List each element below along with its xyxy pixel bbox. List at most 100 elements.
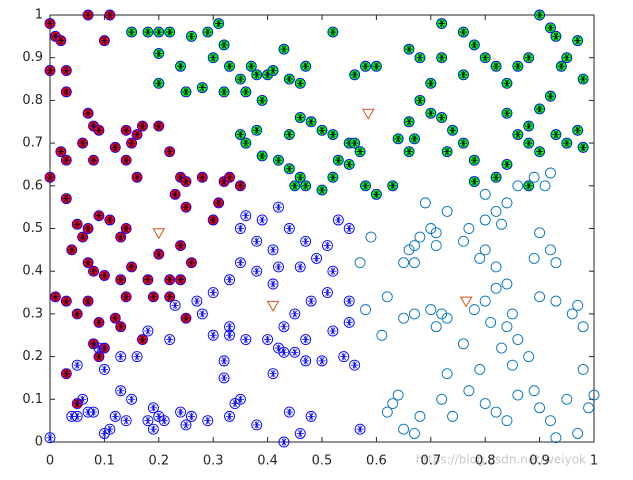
point	[294, 261, 306, 273]
point	[327, 171, 339, 183]
point	[234, 129, 246, 141]
x-tick-label: 0.3	[203, 454, 224, 469]
watermark: https://blog.csdn.net/weiyok	[416, 453, 586, 467]
marker	[267, 244, 279, 256]
marker	[191, 295, 203, 307]
marker	[278, 346, 290, 358]
point	[392, 389, 404, 401]
point	[474, 252, 486, 264]
marker	[327, 265, 339, 277]
marker	[256, 214, 268, 226]
marker	[251, 419, 263, 431]
point	[343, 316, 355, 328]
point	[71, 359, 83, 371]
point	[283, 129, 295, 141]
point	[60, 368, 72, 380]
axes-box	[49, 14, 595, 443]
point	[234, 223, 246, 234]
point	[550, 432, 562, 444]
point	[153, 26, 165, 38]
marker	[479, 398, 491, 410]
marker	[409, 308, 420, 320]
point	[180, 201, 192, 213]
point	[479, 295, 491, 307]
point	[202, 26, 214, 38]
marker	[501, 278, 513, 290]
marker	[147, 423, 159, 435]
point	[164, 146, 176, 158]
point	[354, 146, 366, 158]
marker	[414, 231, 426, 243]
point	[441, 146, 453, 158]
point	[234, 180, 246, 192]
point	[137, 120, 148, 132]
point	[256, 150, 268, 162]
point	[459, 296, 473, 308]
point	[403, 146, 415, 158]
point	[185, 257, 197, 269]
point	[152, 228, 166, 240]
point	[60, 154, 72, 166]
point	[60, 193, 72, 205]
point	[234, 393, 246, 405]
point	[490, 406, 502, 418]
marker	[501, 321, 513, 333]
point	[370, 60, 382, 72]
point	[311, 252, 323, 264]
marker	[463, 223, 475, 234]
y-tick-label: 0.1	[22, 392, 43, 407]
point	[175, 60, 187, 72]
point	[147, 423, 159, 435]
point	[153, 47, 165, 59]
point	[419, 197, 431, 209]
point	[120, 291, 132, 303]
point	[414, 410, 426, 422]
point	[115, 274, 127, 286]
point	[398, 312, 410, 324]
point	[414, 231, 426, 243]
point	[468, 154, 480, 166]
point	[126, 26, 138, 38]
point	[332, 154, 344, 166]
point	[506, 308, 518, 320]
point	[120, 415, 132, 427]
point	[224, 321, 235, 333]
point	[436, 18, 448, 29]
point	[218, 86, 230, 98]
point	[512, 180, 524, 192]
point	[93, 351, 105, 363]
point	[360, 304, 371, 316]
point	[180, 86, 192, 98]
x-tick-label: 0.6	[366, 454, 387, 469]
y-tick-label: 0.6	[22, 178, 43, 193]
point	[224, 60, 235, 72]
point	[240, 334, 252, 345]
point	[583, 402, 595, 414]
marker	[196, 308, 208, 320]
point	[273, 261, 284, 273]
point	[361, 108, 375, 120]
point	[196, 171, 208, 183]
point	[82, 295, 94, 307]
point	[457, 137, 469, 149]
point	[44, 65, 56, 76]
point	[267, 244, 279, 256]
point	[572, 124, 584, 136]
point	[273, 342, 284, 354]
point	[60, 86, 72, 98]
point	[60, 65, 72, 76]
point	[283, 406, 295, 418]
point	[55, 35, 67, 47]
point	[294, 171, 306, 183]
marker	[572, 299, 584, 311]
marker	[273, 261, 284, 273]
point	[300, 235, 312, 247]
point	[523, 52, 535, 64]
point	[332, 214, 344, 226]
point	[180, 419, 192, 431]
marker	[316, 355, 328, 367]
point	[273, 154, 284, 166]
point	[561, 393, 573, 405]
point	[409, 257, 420, 269]
marker	[142, 325, 154, 337]
